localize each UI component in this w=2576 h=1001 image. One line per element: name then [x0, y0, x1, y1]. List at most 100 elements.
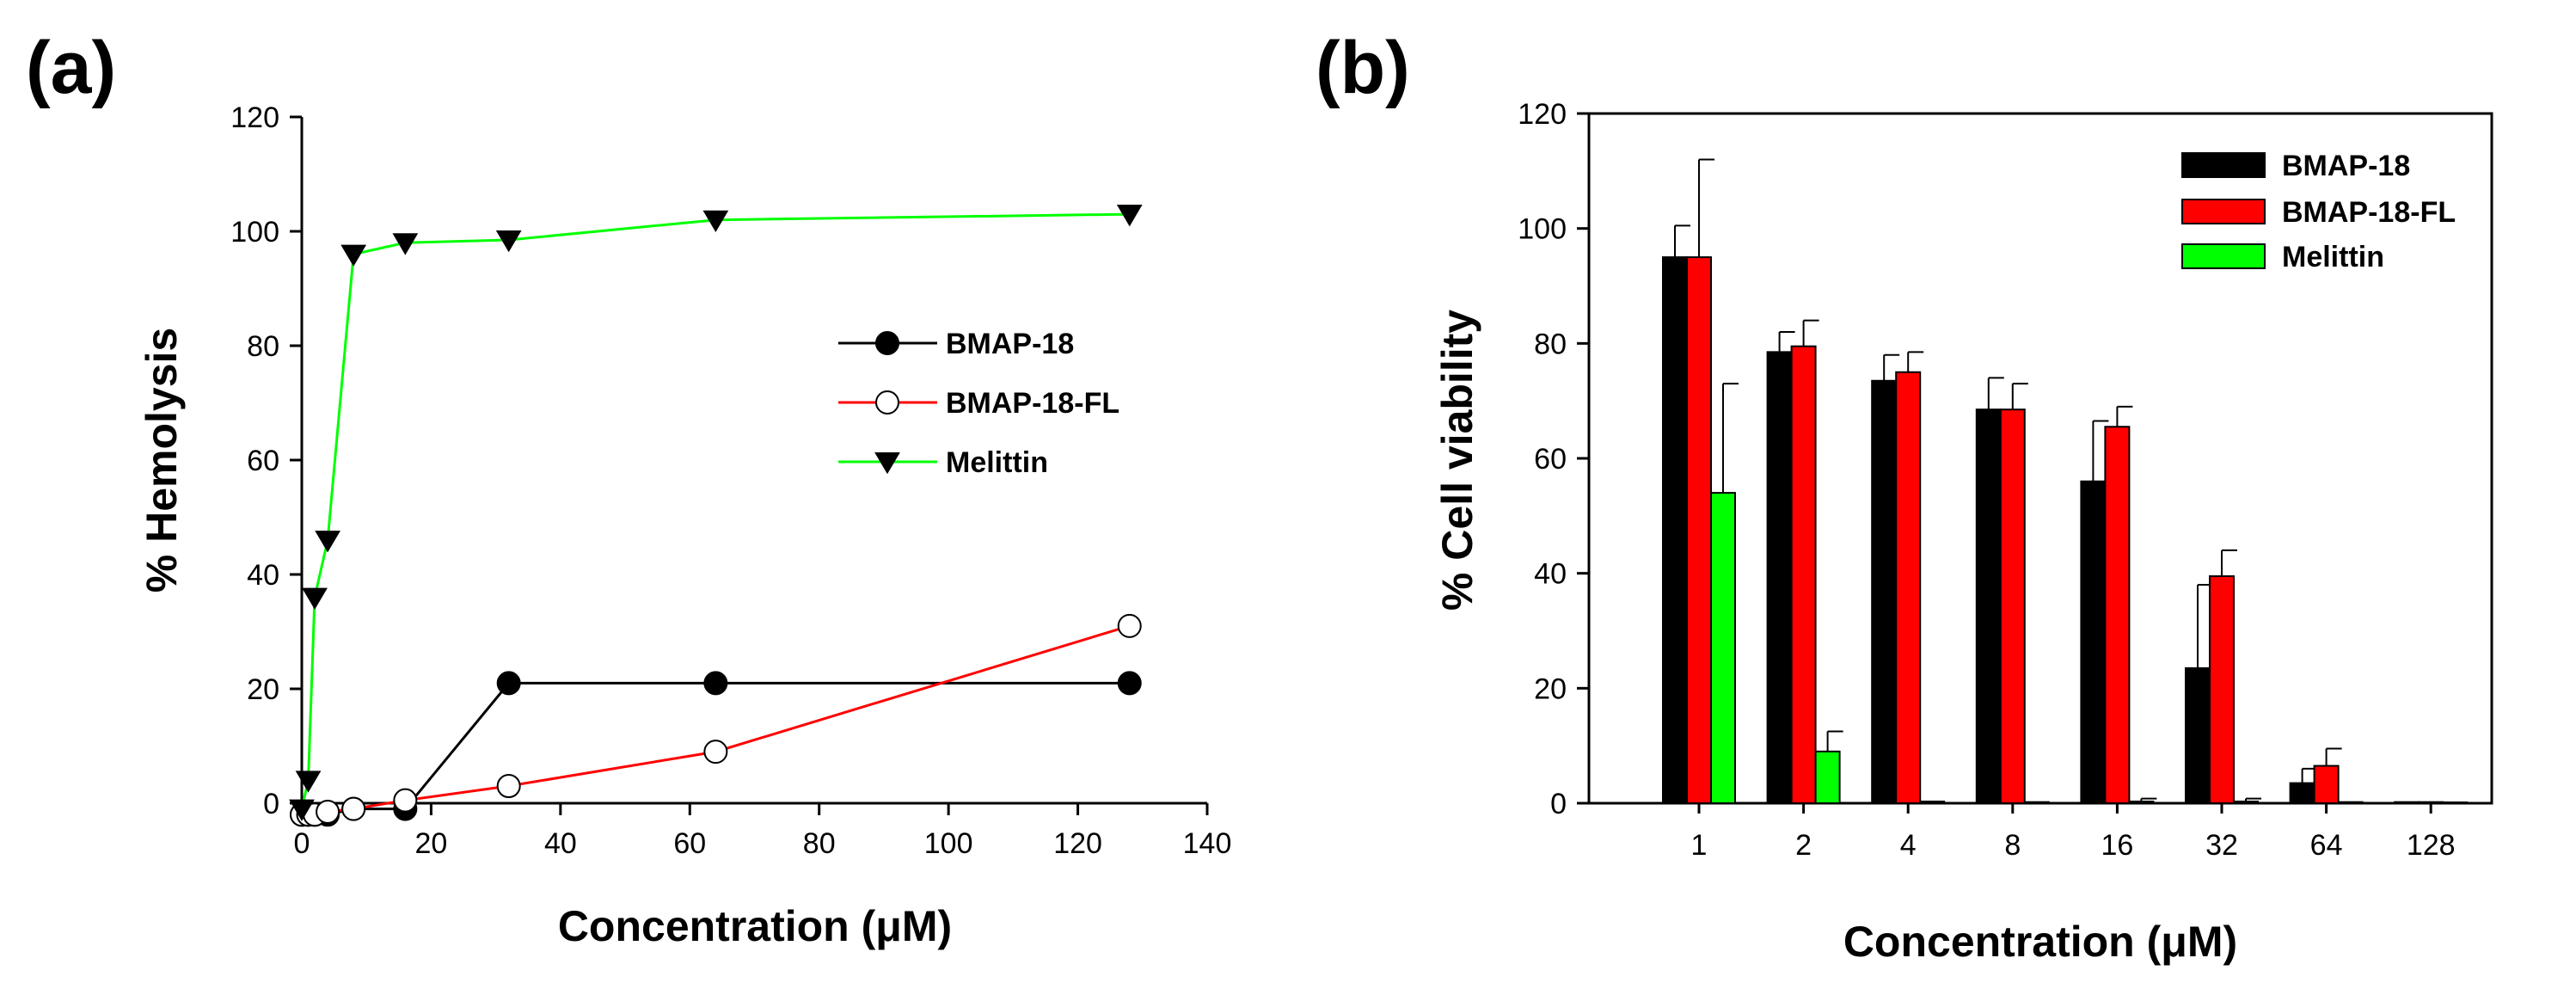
panel-a-legend: BMAP-18 BMAP-18-FL Melittin [838, 328, 1119, 479]
x-tick-label: 4 [1900, 829, 1917, 862]
x-tick-label: 20 [415, 827, 448, 860]
data-point [495, 230, 522, 253]
bar [2313, 765, 2340, 805]
x-tick-label: 8 [2004, 829, 2021, 862]
bar [2289, 782, 2315, 805]
y-tick-label: 60 [1534, 443, 1567, 476]
legend-label: Melittin [946, 446, 1048, 479]
legend-marker [875, 390, 899, 415]
bar [1686, 256, 1712, 805]
x-tick-label: 2 [1795, 829, 1812, 862]
data-point [496, 774, 521, 799]
series-melittin [1710, 383, 2469, 804]
bar [2185, 666, 2211, 804]
panel-b-label: (b) [1316, 27, 1410, 109]
data-point [702, 210, 729, 232]
legend-swatch [2181, 243, 2266, 269]
panel-b-y-ticks: 0 20 40 60 80 100 120 [1518, 98, 1589, 820]
data-point [1117, 671, 1142, 696]
bar [2104, 426, 2131, 804]
panel-b-x-ticks: 1 2 4 8 16 32 64 128 [1691, 803, 2456, 862]
x-tick-label: 100 [924, 827, 973, 860]
bar [2080, 480, 2107, 804]
y-tick-label: 120 [1518, 98, 1567, 131]
data-point [295, 771, 322, 793]
x-tick-label: 32 [2205, 829, 2238, 862]
y-tick-label: 80 [1534, 328, 1567, 360]
bar [2418, 801, 2444, 804]
bar [1766, 351, 1793, 804]
data-point [316, 799, 340, 824]
panel-b-bars [1662, 158, 2469, 805]
bar [2337, 801, 2364, 804]
bar [1790, 345, 1817, 804]
legend-label: BMAP-18 [2282, 150, 2410, 182]
bar [1662, 256, 1688, 805]
legend-item: Melittin [838, 446, 1048, 479]
legend-label: BMAP-18 [946, 328, 1074, 360]
y-tick-label: 100 [1518, 213, 1567, 246]
bar [1814, 750, 1841, 804]
legend-label: BMAP-18-FL [2282, 196, 2456, 229]
x-tick-label: 60 [673, 827, 706, 860]
y-tick-label: 80 [247, 330, 279, 363]
bar [1871, 379, 1898, 804]
x-tick-label: 120 [1053, 827, 1102, 860]
panel-b-y-axis-title: % Cell viability [1433, 310, 1481, 611]
legend-swatch [2181, 199, 2266, 224]
x-tick-label: 1 [1691, 829, 1708, 862]
data-point [340, 244, 367, 267]
bar [2394, 801, 2420, 804]
x-tick-label: 40 [544, 827, 577, 860]
panel-a-x-axis-title: Concentration (μM) [558, 902, 952, 950]
bar [2442, 801, 2469, 804]
y-tick-label: 40 [1534, 558, 1567, 591]
panel-a-y-axis-title: % Hemolysis [138, 328, 186, 593]
x-tick-label: 80 [803, 827, 836, 860]
x-tick-label: 128 [2407, 829, 2456, 862]
panel-a-hemolysis-chart: (a) 0 20 40 60 80 100 120 0 20 40 60 80 100 120 140 %… [26, 27, 1231, 950]
data-point [341, 796, 366, 821]
bar [1919, 800, 1946, 804]
panel-a-x-ticks: 0 20 40 60 80 100 120 140 [294, 803, 1232, 860]
data-point [703, 740, 728, 765]
bar [2233, 800, 2259, 804]
series-bmap-18 [1662, 224, 2420, 805]
y-tick-label: 60 [247, 445, 279, 477]
data-point [289, 799, 315, 821]
y-tick-label: 120 [230, 101, 279, 134]
x-tick-label: 0 [294, 827, 310, 860]
data-point [392, 233, 419, 255]
bar [1895, 371, 1922, 804]
bar [2128, 800, 2155, 804]
data-point [1116, 205, 1143, 227]
y-tick-label: 100 [230, 216, 279, 249]
y-tick-label: 0 [1550, 788, 1567, 820]
legend-marker [874, 452, 900, 475]
x-tick-label: 16 [2101, 829, 2133, 862]
bar [1975, 408, 2002, 804]
bar [1710, 492, 1736, 804]
legend-label: Melittin [2282, 241, 2384, 273]
series-line [300, 212, 1130, 809]
bar [1999, 408, 2026, 804]
panel-a-label: (a) [26, 27, 116, 109]
panel-a-series [289, 205, 1143, 827]
series-line [302, 624, 1131, 816]
legend-label: BMAP-18-FL [946, 387, 1119, 420]
legend-item: BMAP-18 [838, 328, 1074, 360]
y-tick-label: 20 [247, 673, 279, 706]
x-tick-label: 140 [1183, 827, 1232, 860]
panel-b-legend: BMAP-18 BMAP-18-FL Melittin [2181, 150, 2456, 273]
data-point [315, 531, 340, 553]
y-tick-label: 0 [263, 788, 279, 820]
x-tick-label: 64 [2310, 829, 2343, 862]
legend-item: BMAP-18-FL [2181, 196, 2456, 229]
legend-swatch [2181, 152, 2266, 178]
panel-b-cell-viability-chart: (b) 0 20 40 60 80 100 120 1 2 4 8 16 32 64 128 % Cell… [1316, 27, 2493, 966]
bar [2023, 801, 2050, 804]
series-melittin [289, 205, 1143, 821]
bar [2209, 575, 2235, 805]
panel-a-y-ticks: 0 20 40 60 80 100 120 [230, 101, 302, 820]
